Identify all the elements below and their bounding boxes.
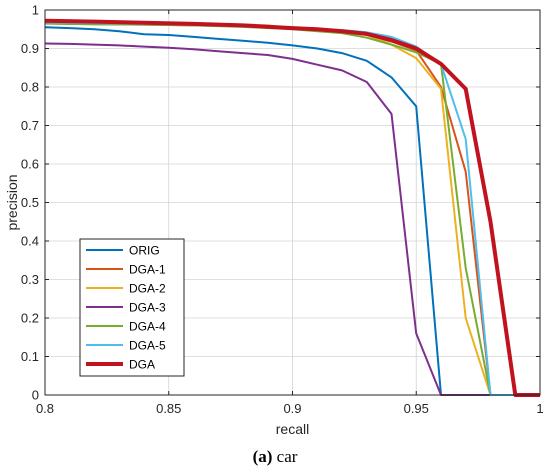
y-tick-label: 0.3 xyxy=(21,272,39,287)
x-tick-label: 1 xyxy=(536,401,543,416)
x-axis-label: recall xyxy=(276,421,309,437)
x-tick-label: 0.9 xyxy=(283,401,301,416)
legend-label: DGA-5 xyxy=(129,339,166,353)
legend-label: DGA-1 xyxy=(129,263,166,277)
y-tick-label: 0.4 xyxy=(21,234,39,249)
caption-label: (a) xyxy=(252,447,273,466)
legend-label: DGA xyxy=(129,358,155,372)
figure-caption: (a) car xyxy=(0,447,550,467)
x-tick-label: 0.85 xyxy=(156,401,181,416)
ticks: 0.8 0.85 0.9 0.95 1 0 0.1 0.2 0.3 0.4 0.5 0.6 0.7 0.8… xyxy=(21,3,544,417)
y-tick-label: 0.9 xyxy=(21,41,39,56)
legend-label: DGA-4 xyxy=(129,320,166,334)
series-lines xyxy=(44,18,540,397)
caption-text: car xyxy=(272,447,298,466)
y-tick-label: 0.7 xyxy=(21,118,39,133)
y-axis-label: precision xyxy=(4,174,20,230)
x-tick-label: 0.8 xyxy=(36,401,54,416)
y-tick-label: 0.5 xyxy=(21,195,39,210)
y-tick-label: 0.8 xyxy=(21,80,39,95)
series-line-dga xyxy=(44,18,540,397)
legend-label: ORIG xyxy=(129,244,160,258)
y-tick-label: 1 xyxy=(32,3,39,18)
precision-recall-chart: 0.8 0.85 0.9 0.95 1 0 0.1 0.2 0.3 0.4 0.5 0.6 0.7 0.8… xyxy=(4,3,544,438)
y-tick-label: 0 xyxy=(32,388,39,403)
x-tick-label: 0.95 xyxy=(404,401,429,416)
legend-label: DGA-3 xyxy=(129,301,166,315)
y-tick-label: 0.6 xyxy=(21,157,39,172)
legend-label: DGA-2 xyxy=(129,282,166,296)
y-tick-label: 0.2 xyxy=(21,311,39,326)
legend: ORIG DGA-1 DGA-2 DGA-3 DGA-4 DGA-5 DGA xyxy=(79,238,185,377)
y-tick-label: 0.1 xyxy=(21,349,39,364)
